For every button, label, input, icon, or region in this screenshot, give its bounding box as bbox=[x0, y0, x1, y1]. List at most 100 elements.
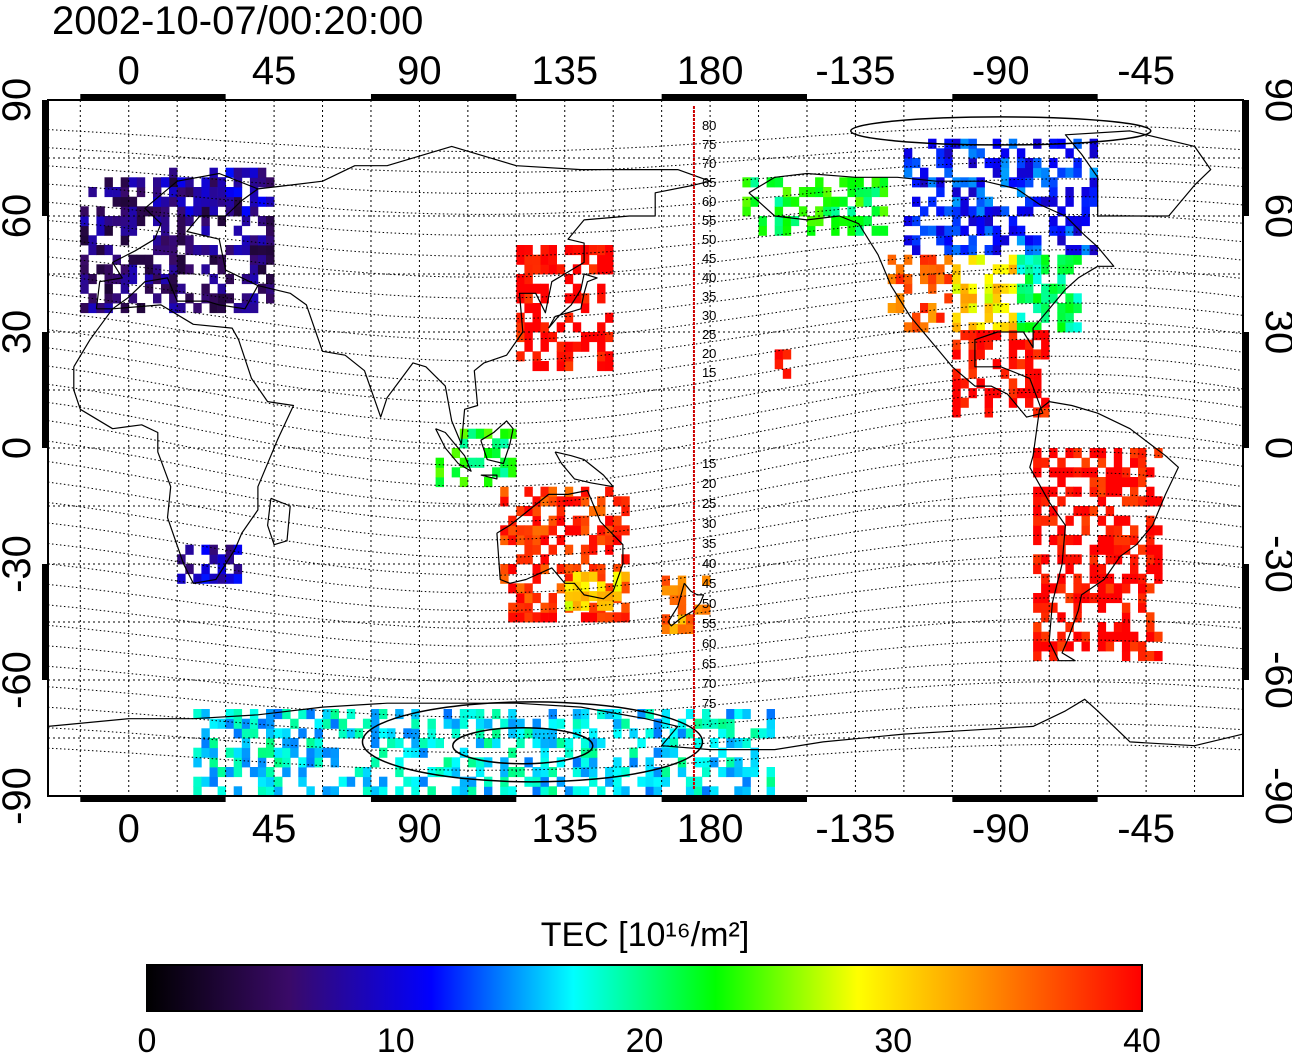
tec-cell bbox=[169, 245, 178, 256]
tec-cell bbox=[1016, 235, 1026, 246]
tec-cell bbox=[193, 187, 202, 198]
tec-cell bbox=[80, 206, 89, 217]
tec-cell bbox=[161, 177, 170, 188]
tec-cell bbox=[338, 776, 348, 787]
tec-cell bbox=[112, 196, 121, 207]
tec-cell bbox=[1154, 525, 1163, 536]
tec-cell bbox=[920, 225, 929, 236]
contour-label: 35 bbox=[702, 289, 716, 304]
tec-cell bbox=[120, 196, 130, 207]
tec-cell bbox=[944, 293, 953, 304]
tec-cell bbox=[193, 786, 202, 797]
tec-cell bbox=[274, 747, 283, 758]
tec-cell bbox=[1146, 564, 1155, 575]
tec-cell bbox=[750, 757, 759, 768]
tec-cell bbox=[1016, 167, 1026, 178]
tec-cell bbox=[532, 351, 541, 362]
tec-cell bbox=[451, 757, 461, 768]
tec-cell bbox=[508, 767, 517, 778]
tec-cell bbox=[589, 506, 598, 517]
tec-cell bbox=[1025, 293, 1034, 304]
tec-cell bbox=[580, 245, 590, 256]
tec-cell bbox=[1008, 349, 1018, 360]
tec-cell bbox=[605, 583, 614, 594]
lon-tick-label-bottom: 135 bbox=[531, 807, 598, 851]
tec-cell bbox=[766, 767, 775, 778]
tec-cell bbox=[1057, 312, 1066, 323]
tec-cell bbox=[1025, 254, 1034, 265]
tec-cell bbox=[1057, 264, 1066, 275]
lon-tick-label-bottom: 90 bbox=[397, 807, 442, 851]
tec-cell bbox=[677, 623, 687, 634]
tec-cell bbox=[1041, 339, 1050, 350]
lat-tick-label-right: -90 bbox=[1257, 767, 1292, 825]
tec-cell bbox=[459, 477, 469, 488]
colorbar-label: TEC [10¹⁶/m²] bbox=[541, 916, 750, 954]
tec-cell bbox=[968, 339, 977, 350]
contour-line bbox=[47, 597, 1244, 647]
tec-cell bbox=[605, 332, 614, 343]
tec-cell bbox=[322, 709, 331, 720]
tec-cell bbox=[475, 757, 485, 768]
tec-cell bbox=[1033, 622, 1042, 633]
tec-cell bbox=[1065, 515, 1074, 526]
tec-cell bbox=[500, 525, 509, 536]
lat-lon-grid bbox=[48, 100, 1244, 796]
tec-cell bbox=[1057, 554, 1066, 565]
tec-cell bbox=[144, 274, 154, 285]
tec-cell bbox=[217, 573, 226, 584]
tec-cell bbox=[387, 738, 396, 749]
tec-cell bbox=[540, 525, 549, 536]
tec-cell bbox=[564, 312, 574, 323]
tec-cell bbox=[1000, 158, 1010, 169]
tec-cell bbox=[1081, 506, 1090, 517]
tec-cell bbox=[1081, 457, 1090, 468]
tec-cell bbox=[879, 206, 889, 217]
tec-cell bbox=[936, 235, 945, 246]
tec-cell bbox=[928, 312, 937, 323]
tec-cell bbox=[831, 206, 840, 217]
tec-cell bbox=[1065, 264, 1074, 275]
tec-cell bbox=[920, 167, 929, 178]
tec-cell bbox=[249, 718, 259, 729]
tec-cell bbox=[1154, 496, 1163, 507]
tec-cell bbox=[508, 718, 517, 729]
tec-cell bbox=[1089, 486, 1098, 497]
tec-cell bbox=[572, 341, 582, 352]
tec-cell bbox=[992, 206, 1002, 217]
tec-cell bbox=[782, 196, 792, 207]
tec-cell bbox=[936, 148, 945, 159]
tec-cell bbox=[371, 718, 380, 729]
tec-cell bbox=[1154, 564, 1163, 575]
tec-cell bbox=[1146, 467, 1155, 478]
tec-cell bbox=[1065, 148, 1074, 159]
tec-cell bbox=[379, 786, 388, 797]
tec-cell bbox=[734, 786, 743, 797]
tec-cell bbox=[435, 738, 444, 749]
tec-cell bbox=[532, 767, 541, 778]
tec-cell bbox=[1057, 544, 1066, 555]
tec-cell bbox=[492, 438, 501, 449]
contour-line bbox=[47, 471, 1244, 541]
tec-cell bbox=[1073, 467, 1082, 478]
tec-cell bbox=[839, 196, 848, 207]
tec-cell bbox=[298, 776, 307, 787]
tec-cell bbox=[298, 757, 307, 768]
tec-cell bbox=[1081, 216, 1090, 227]
tec-cell bbox=[1033, 496, 1042, 507]
tec-cell bbox=[266, 776, 275, 787]
tec-cell bbox=[1065, 641, 1074, 652]
tec-cell bbox=[322, 718, 331, 729]
tec-cell bbox=[524, 602, 533, 613]
tec-region-central-usa bbox=[952, 254, 1018, 333]
tec-cell bbox=[960, 293, 969, 304]
tec-cell bbox=[427, 728, 436, 739]
tec-cell bbox=[274, 709, 283, 720]
tec-cell bbox=[556, 515, 566, 526]
frame-bar bbox=[42, 100, 48, 216]
tec-cell bbox=[564, 245, 574, 256]
tec-cell bbox=[379, 747, 388, 758]
tec-cell bbox=[1146, 651, 1155, 662]
tec-cell bbox=[1033, 486, 1042, 497]
tec-cell bbox=[968, 293, 977, 304]
